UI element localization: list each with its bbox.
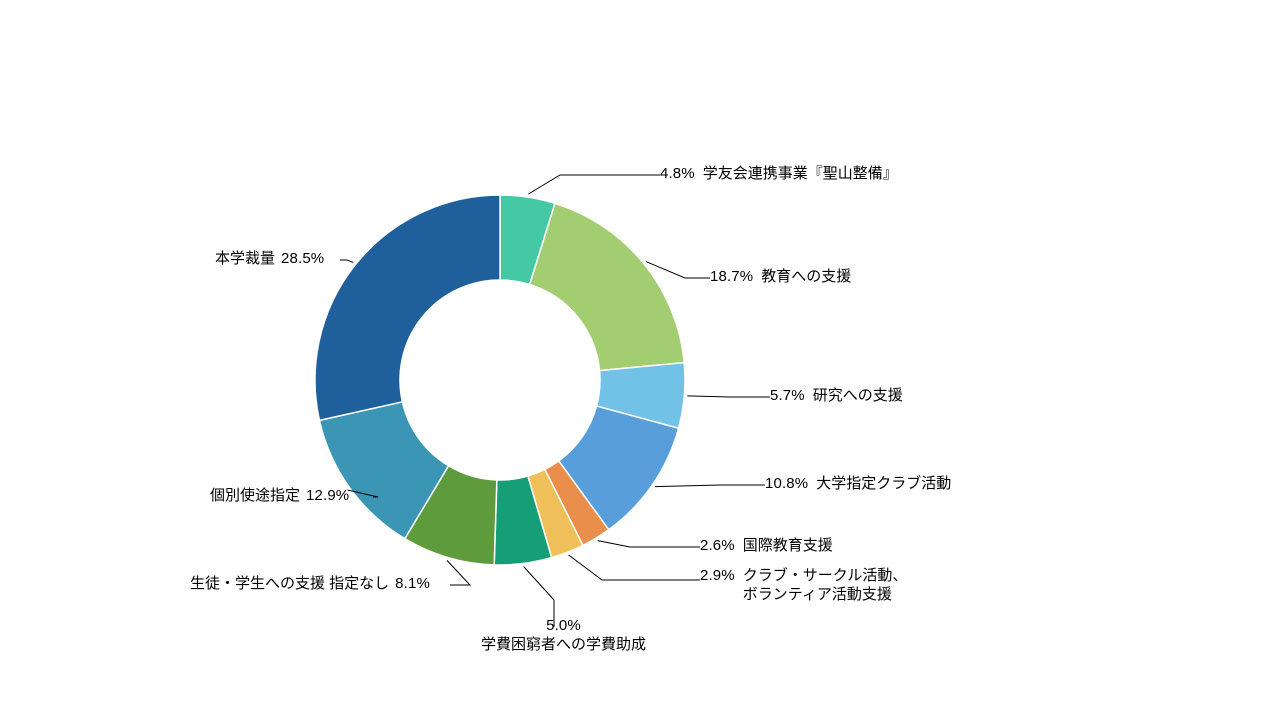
slice-pct: 5.7% (770, 387, 805, 404)
donut-svg (0, 0, 1280, 720)
slice-name: 学費困窮者への学費助成 (481, 636, 646, 655)
slice-pct: 18.7% (710, 268, 753, 285)
leader-line (447, 560, 470, 585)
slice-pct: 8.1% (395, 575, 430, 592)
slice-label: 本学裁量 28.5% (215, 250, 324, 269)
slice-name: 生徒・学生への支援 指定なし (190, 575, 389, 592)
slice-pct: 12.9% (306, 487, 349, 504)
slice-name: クラブ・サークル活動、ボランティア活動支援 (743, 567, 908, 605)
slice-label: 10.8% 大学指定クラブ活動 (765, 475, 951, 494)
slice-label: 個別使途指定 12.9% (210, 487, 349, 506)
donut-slice (530, 203, 684, 370)
slice-pct: 5.0% (481, 617, 646, 636)
slice-pct: 28.5% (281, 250, 324, 267)
leader-line (687, 396, 770, 397)
slice-pct: 4.8% (660, 165, 695, 182)
slice-label: 5.0%学費困窮者への学費助成 (481, 617, 646, 655)
slice-label: 2.9% クラブ・サークル活動、ボランティア活動支援 (700, 567, 907, 605)
slice-label: 2.6% 国際教育支援 (700, 537, 833, 556)
leader-line (569, 555, 700, 580)
slice-label: 生徒・学生への支援 指定なし 8.1% (190, 575, 430, 594)
slice-name: 教育への支援 (761, 268, 851, 285)
leader-line (340, 260, 353, 262)
slice-name: 個別使途指定 (210, 487, 300, 504)
slice-name: 大学指定クラブ活動 (816, 475, 951, 492)
slice-label: 5.7% 研究への支援 (770, 387, 903, 406)
slice-label: 18.7% 教育への支援 (710, 268, 851, 287)
donut-chart: 4.8% 学友会連携事業『聖山整備』 18.7% 教育への支援 5.7% 研究への支援 10… (0, 0, 1280, 720)
slice-name: 学友会連携事業『聖山整備』 (703, 165, 898, 182)
leader-line (646, 262, 710, 278)
slice-pct: 2.9% (700, 567, 735, 584)
slice-name: 国際教育支援 (743, 537, 833, 554)
slice-pct: 10.8% (765, 475, 808, 492)
leader-line (655, 485, 765, 487)
slice-pct: 2.6% (700, 537, 735, 554)
slice-name: 研究への支援 (813, 387, 903, 404)
slice-name: 本学裁量 (215, 250, 275, 267)
slice-label: 4.8% 学友会連携事業『聖山整備』 (660, 165, 898, 184)
leader-line (598, 541, 700, 547)
leader-line (528, 175, 660, 194)
donut-slice (315, 195, 500, 420)
